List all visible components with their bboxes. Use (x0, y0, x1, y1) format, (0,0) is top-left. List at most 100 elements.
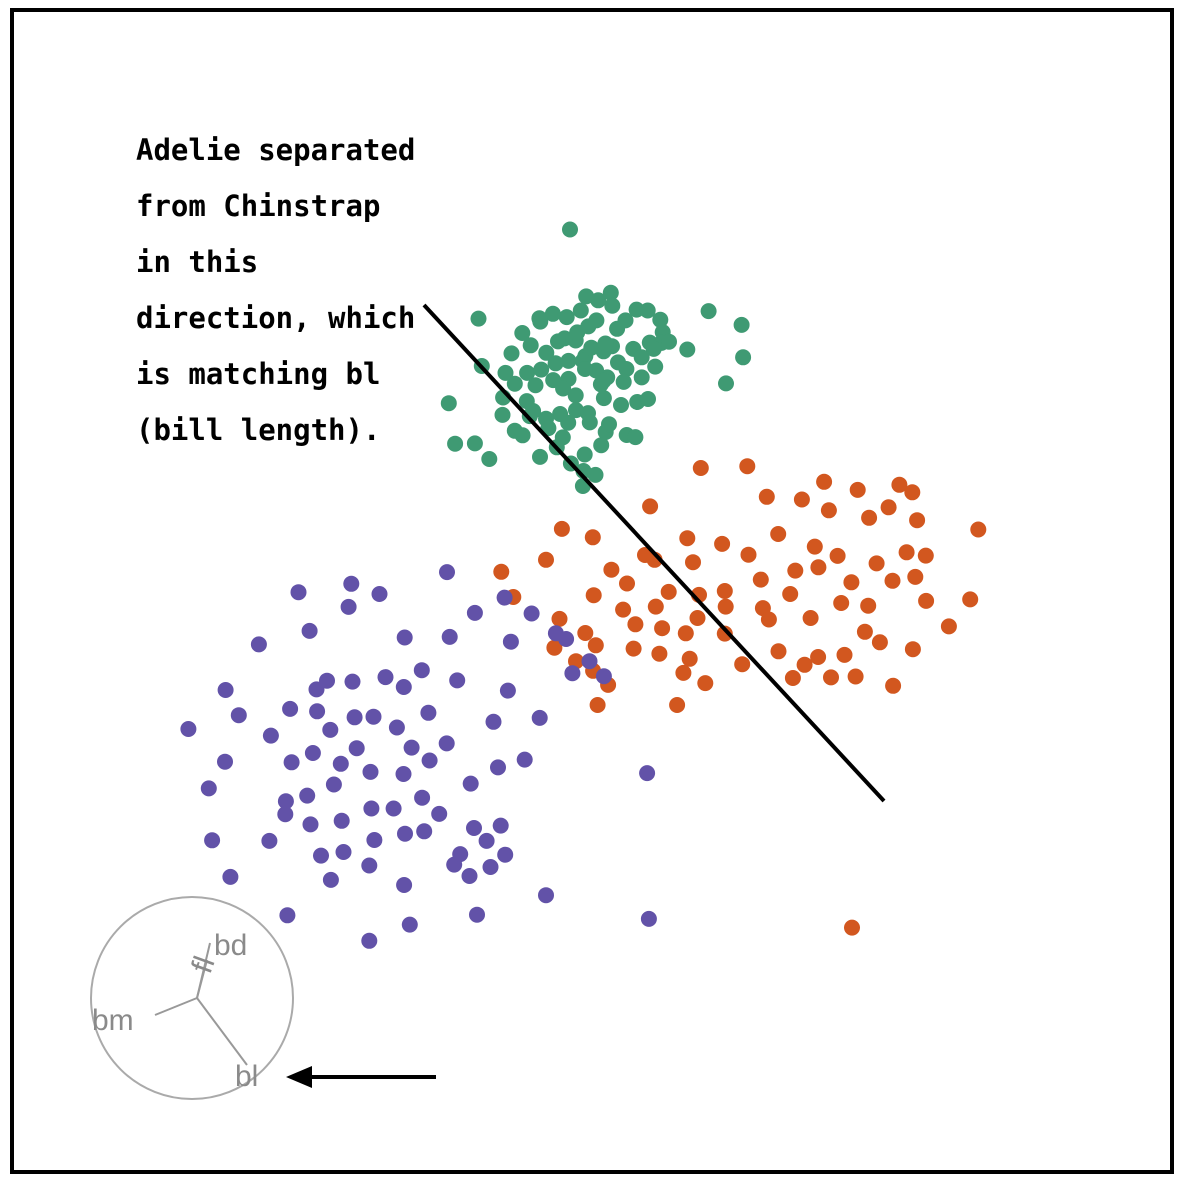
data-point (578, 288, 595, 305)
data-point (493, 563, 510, 580)
data-point (647, 358, 664, 375)
axis-line-fl (196, 959, 208, 999)
data-point (675, 664, 692, 681)
data-point (516, 751, 533, 768)
data-point (554, 429, 571, 446)
data-point (217, 682, 234, 698)
data-point (907, 568, 924, 585)
data-point (532, 448, 548, 465)
data-point (633, 349, 650, 366)
annotation-line: in this (136, 245, 259, 279)
data-point (492, 817, 509, 834)
data-point (823, 669, 839, 686)
data-point (640, 910, 657, 927)
data-point (301, 622, 318, 639)
data-point (560, 352, 577, 369)
data-point (588, 312, 605, 329)
data-point (482, 859, 499, 875)
data-point (714, 535, 731, 552)
data-point (395, 679, 412, 695)
data-point (395, 766, 412, 782)
data-point (261, 832, 278, 849)
data-point (697, 675, 714, 692)
data-point (739, 458, 756, 475)
data-point (304, 745, 321, 761)
axis-label-bm: bm (92, 1004, 134, 1037)
data-point (587, 466, 604, 483)
data-point (452, 846, 469, 863)
data-point (700, 303, 717, 320)
axes-glyph-circle (90, 896, 294, 1100)
data-point (414, 789, 431, 806)
data-point (595, 390, 612, 407)
separation-line (422, 303, 886, 803)
data-point (716, 625, 733, 642)
data-point (558, 631, 575, 647)
data-point (613, 397, 629, 413)
data-point (595, 668, 612, 685)
data-point (918, 592, 935, 609)
data-point (490, 759, 506, 776)
data-point (523, 605, 540, 622)
data-point (660, 583, 677, 600)
data-point (550, 333, 566, 350)
data-point (361, 857, 378, 874)
annotation-line: is matching bl (136, 357, 381, 391)
data-point (555, 380, 572, 397)
data-point (431, 805, 448, 822)
data-point (564, 665, 581, 682)
data-point (679, 530, 696, 547)
data-point (531, 310, 548, 327)
data-point (856, 623, 873, 640)
data-point (346, 709, 363, 726)
data-point (782, 586, 799, 602)
data-point (796, 656, 813, 673)
data-point (820, 502, 837, 519)
data-point (904, 484, 921, 501)
data-point (904, 641, 921, 658)
data-point (180, 721, 197, 737)
data-point (589, 697, 606, 713)
data-point (885, 677, 902, 694)
data-point (343, 575, 360, 592)
data-point (639, 302, 656, 319)
data-point (403, 739, 420, 756)
data-point (647, 598, 664, 615)
data-point (679, 341, 696, 358)
data-point (627, 429, 644, 446)
data-point (420, 704, 437, 721)
data-point (200, 780, 217, 797)
data-point (396, 629, 413, 646)
data-point (568, 402, 584, 419)
data-point (277, 793, 294, 810)
data-point (581, 414, 598, 431)
data-point (567, 387, 584, 404)
data-point (377, 669, 394, 686)
pointer-arrow (286, 1066, 436, 1088)
data-point (397, 825, 413, 842)
data-point (396, 877, 413, 893)
data-point (538, 887, 554, 904)
data-point (847, 668, 864, 685)
data-point (506, 375, 523, 392)
data-point (416, 823, 433, 840)
data-point (385, 800, 402, 817)
data-point (282, 700, 299, 717)
data-point (361, 932, 378, 949)
data-point (884, 572, 901, 589)
data-point (619, 575, 635, 592)
data-point (470, 310, 487, 327)
annotation-line: direction, which (136, 301, 416, 335)
data-point (627, 616, 644, 633)
data-point (645, 340, 662, 357)
data-point (593, 437, 610, 454)
data-point (717, 598, 734, 615)
data-point (816, 473, 833, 490)
data-point (692, 460, 709, 476)
data-point (531, 709, 548, 726)
annotation-line: (bill length). (136, 413, 381, 447)
axis-label-bl: bl (235, 1060, 258, 1093)
data-point (810, 649, 827, 665)
data-point (222, 868, 239, 885)
